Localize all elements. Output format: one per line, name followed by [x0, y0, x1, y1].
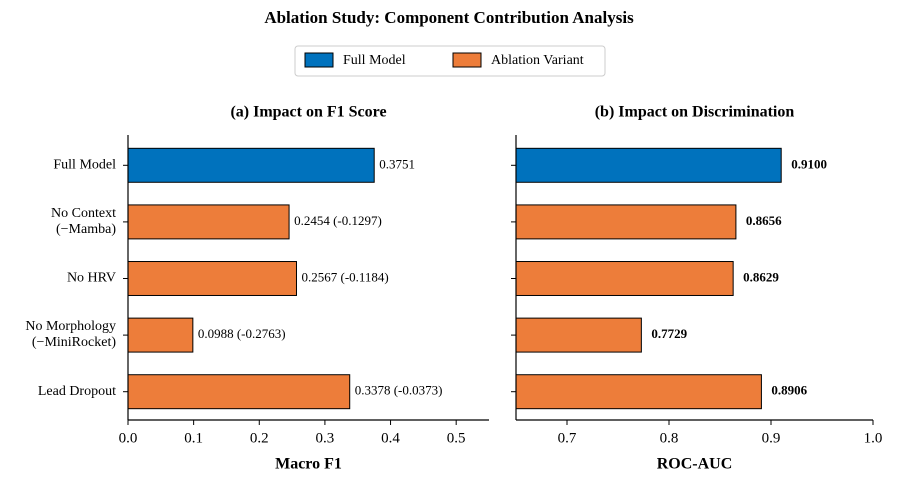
legend-label: Full Model [343, 53, 406, 68]
x-tick-label: 0.4 [381, 430, 400, 446]
value-label: 0.3751 [379, 156, 415, 171]
y-tick-label: No HRV [67, 271, 116, 286]
bar [515, 317, 642, 353]
bar [515, 204, 737, 240]
bar [515, 147, 782, 183]
legend-label: Ablation Variant [491, 53, 584, 68]
subplot-title: (a) Impact on F1 Score [230, 104, 386, 121]
value-label: 0.7729 [651, 326, 687, 341]
legend-swatch [452, 52, 482, 68]
value-label: 0.2454 (-0.1297) [294, 213, 382, 228]
legend-swatch [304, 52, 334, 68]
value-label: 0.2567 (-0.1184) [301, 269, 388, 284]
bar [127, 261, 297, 296]
value-label: 0.8656 [746, 213, 782, 228]
bar [127, 317, 194, 353]
legend-box [294, 45, 606, 77]
value-label: 0.9100 [791, 156, 827, 171]
x-tick-label: 0.9 [762, 430, 781, 446]
y-tick-label: No Morphology (−MiniRocket) [25, 319, 116, 350]
bar [127, 374, 351, 410]
value-label: 0.3378 (-0.0373) [355, 383, 443, 398]
y-tick-label: Full Model [53, 158, 116, 173]
x-axis-label: ROC-AUC [657, 456, 733, 473]
x-tick-label: 0.7 [558, 430, 577, 446]
x-tick-label: 0.1 [184, 430, 203, 446]
x-tick-label: 0.0 [119, 430, 138, 446]
figure-title: Ablation Study: Component Contribution A… [264, 8, 634, 27]
bar [127, 204, 290, 240]
x-tick-label: 1.0 [864, 430, 883, 446]
bar [515, 374, 762, 410]
x-tick-label: 0.8 [660, 430, 679, 446]
value-label: 0.0988 (-0.2763) [198, 326, 286, 341]
x-tick-label: 0.5 [447, 430, 466, 446]
x-tick-label: 0.2 [250, 430, 269, 446]
x-axis-label: Macro F1 [275, 456, 342, 473]
y-tick-label: Lead Dropout [38, 384, 116, 399]
y-tick-label: No Context (−Mamba) [51, 206, 116, 237]
subplot-title: (b) Impact on Discrimination [595, 104, 795, 121]
value-label: 0.8629 [743, 269, 779, 284]
value-label: 0.8906 [771, 383, 807, 398]
bar [515, 261, 734, 296]
x-tick-label: 0.3 [316, 430, 335, 446]
bar [127, 147, 375, 183]
